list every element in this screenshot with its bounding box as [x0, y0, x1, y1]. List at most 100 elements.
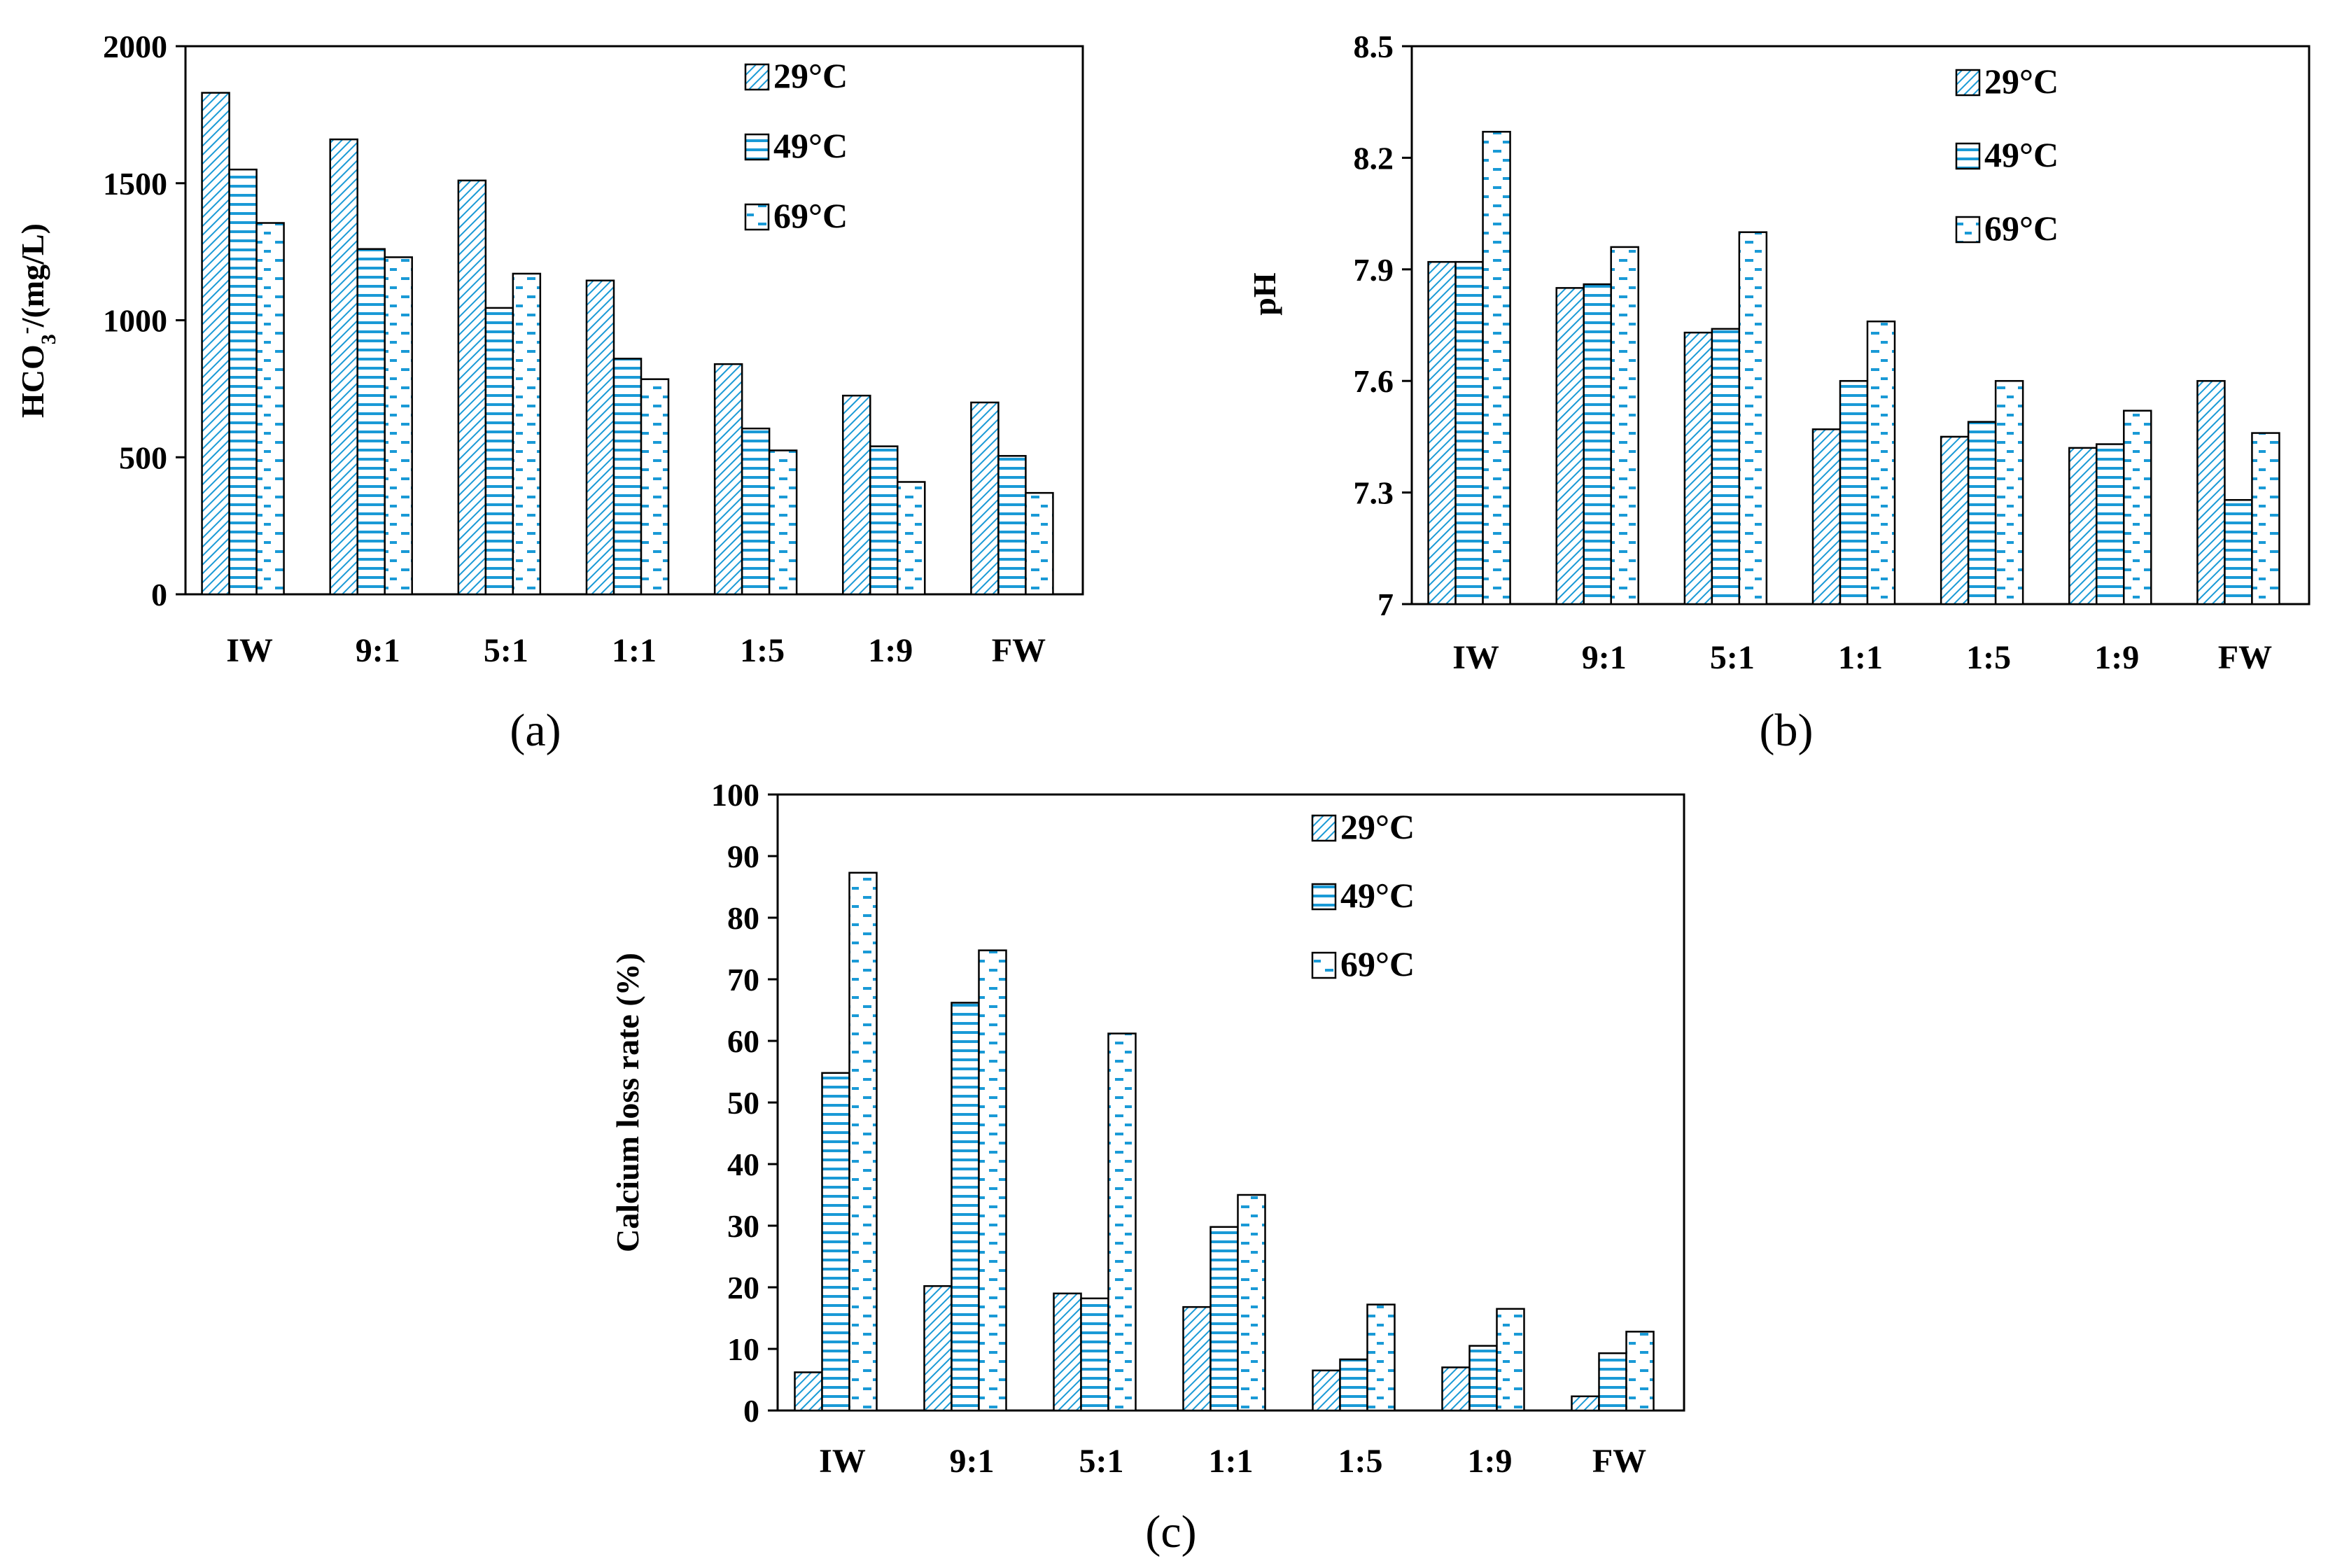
legend-label: 49°C	[1984, 135, 2059, 174]
legend: 29°C 49°C 69°C	[1311, 807, 1415, 983]
bar-1-1-29C	[585, 279, 615, 596]
y-tick-label: 20	[727, 1270, 759, 1306]
bar-9-1-69C	[1610, 246, 1639, 606]
panel-label-b: (b)	[1760, 705, 1814, 756]
legend-swatch	[1955, 69, 1981, 97]
panel-label-c: (c)	[1145, 1506, 1196, 1558]
bar-5-1-29C	[457, 179, 487, 596]
bar-IW-49C	[1454, 260, 1484, 606]
bar-1-5-29C	[1940, 435, 1970, 606]
y-axis-label: Calcium loss rate (%)	[610, 953, 645, 1252]
y-tick-label: 50	[727, 1085, 759, 1121]
bar-1-9-69C	[897, 481, 926, 596]
x-tick-label: 5:1	[1710, 639, 1755, 676]
bar-9-1-49C	[1583, 283, 1612, 606]
y-axis-label: HCO3-/(mg/L)	[14, 223, 60, 418]
panel-label-a: (a)	[510, 705, 561, 756]
y-ticks: 0 500 1000 1500 2000	[103, 29, 185, 612]
legend-label: 29°C	[773, 56, 848, 95]
bar-1-1-49C	[612, 358, 643, 596]
bar-IW-69C	[255, 222, 285, 596]
legend-swatch	[1955, 216, 1981, 244]
bar-IW-29C	[201, 92, 230, 596]
bar-9-1-49C	[951, 1002, 980, 1412]
y-ticks: 0 10 20 30 40 50 60 70 80 90 100	[711, 777, 778, 1429]
x-tick-label: 1:5	[1966, 639, 2011, 676]
bar-IW-29C	[794, 1371, 823, 1412]
bar-9-1-49C	[356, 248, 386, 596]
y-tick-label: 70	[727, 962, 759, 997]
legend-swatch	[1955, 142, 1981, 170]
bar-5-1-29C	[1053, 1292, 1082, 1412]
y-tick-label: 7.6	[1354, 363, 1394, 399]
bar-FW-29C	[970, 401, 1000, 596]
legend-label: 29°C	[1984, 62, 2059, 101]
bar-IW-29C	[1427, 260, 1457, 606]
y-tick-label: 40	[727, 1147, 759, 1182]
bar-1-5-49C	[1339, 1358, 1368, 1412]
legend-swatch	[1311, 951, 1337, 979]
legend-label: 49°C	[773, 126, 848, 165]
bar-1-1-69C	[640, 378, 670, 596]
bar-9-1-29C	[1555, 287, 1585, 606]
y-axis-label: pH	[1247, 272, 1282, 316]
bar-1-9-29C	[1441, 1366, 1471, 1412]
legend-swatch	[744, 203, 770, 231]
x-tick-label: IW	[819, 1443, 866, 1480]
x-tick-labels: IW 9:1 5:1 1:1 1:5 1:9 FW	[1452, 639, 2272, 676]
bar-IW-49C	[228, 168, 258, 596]
bar-1-5-29C	[713, 363, 743, 596]
x-tick-label: FW	[992, 632, 1046, 669]
y-tick-label: 10	[727, 1331, 759, 1367]
y-tick-label: 8.5	[1354, 29, 1394, 64]
bar-9-1-29C	[923, 1284, 953, 1412]
bar-9-1-69C	[978, 949, 1007, 1412]
bar-1-5-69C	[1366, 1303, 1396, 1412]
bar-FW-69C	[2251, 432, 2280, 606]
bar-FW-69C	[1025, 491, 1054, 596]
y-tick-label: 90	[727, 839, 759, 874]
panel-b-chart: 7 7.3 7.6 7.9 8.2 8.5 IW 9:1 5:1 1:1 1:5 1:9 FW 29°…	[1247, 29, 2311, 756]
bars	[1427, 130, 2280, 606]
bar-5-1-69C	[1107, 1032, 1137, 1412]
bar-FW-49C	[1598, 1352, 1627, 1412]
legend: 29°C 49°C 69°C	[744, 56, 848, 235]
x-tick-label: FW	[2218, 639, 2272, 676]
bar-5-1-49C	[1711, 328, 1741, 606]
bar-1-1-29C	[1182, 1306, 1212, 1412]
x-tick-label: IW	[226, 632, 273, 669]
x-tick-label: 1:1	[1838, 639, 1883, 676]
y-tick-label: 100	[711, 777, 759, 813]
bar-1-1-29C	[1811, 428, 1842, 606]
y-tick-label: 7	[1377, 587, 1394, 622]
bar-1-5-49C	[1967, 421, 1997, 606]
bar-1-1-49C	[1839, 379, 1869, 606]
bar-FW-29C	[1571, 1395, 1600, 1412]
bar-5-1-69C	[1738, 231, 1768, 606]
legend-label: 29°C	[1340, 807, 1415, 846]
bar-1-5-69C	[1994, 379, 2024, 606]
bar-1-1-69C	[1866, 320, 1896, 606]
legend-label: 69°C	[1340, 944, 1415, 983]
bar-1-5-29C	[1312, 1369, 1341, 1412]
y-tick-label: 0	[743, 1393, 759, 1429]
legend-swatch	[744, 63, 770, 91]
x-tick-labels: IW 9:1 5:1 1:1 1:5 1:9 FW	[819, 1443, 1646, 1480]
y-tick-label: 60	[727, 1023, 759, 1059]
bar-9-1-69C	[384, 256, 413, 596]
bar-IW-69C	[1482, 130, 1511, 606]
x-tick-label: 9:1	[1582, 639, 1627, 676]
y-tick-label: 7.3	[1354, 475, 1394, 511]
y-tick-label: 30	[727, 1208, 759, 1244]
legend-swatch	[1311, 814, 1337, 842]
x-tick-label: 9:1	[950, 1443, 995, 1480]
y-ticks: 7 7.3 7.6 7.9 8.2 8.5	[1354, 29, 1412, 622]
bar-FW-29C	[2196, 379, 2226, 606]
x-tick-label: 9:1	[356, 632, 400, 669]
bar-5-1-49C	[1080, 1297, 1109, 1412]
y-tick-label: 2000	[103, 29, 167, 64]
bar-1-9-69C	[2123, 410, 2152, 606]
bar-1-5-49C	[741, 427, 771, 596]
bar-1-1-69C	[1237, 1194, 1266, 1412]
